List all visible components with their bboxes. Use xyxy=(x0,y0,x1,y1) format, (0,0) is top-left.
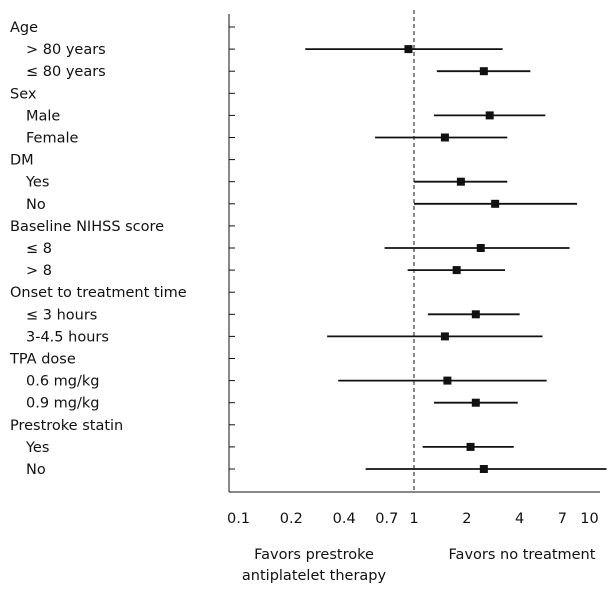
group-label: DM xyxy=(10,153,34,169)
subgroup-label: Yes xyxy=(25,175,49,191)
subgroup-label: No xyxy=(26,197,46,213)
group-label: Age xyxy=(10,20,38,36)
subgroup-label: ≤ 80 years xyxy=(26,64,106,80)
point-estimate xyxy=(456,177,465,186)
x-tick-label: 0.1 xyxy=(227,511,250,527)
subgroup-label: Female xyxy=(26,131,79,147)
point-estimate xyxy=(471,310,480,319)
x-tick-label: 4 xyxy=(515,511,524,527)
point-estimate xyxy=(491,199,500,208)
left-direction-note: Favors prestroke xyxy=(254,547,374,563)
point-estimate xyxy=(485,111,494,120)
x-tick-label: 7 xyxy=(558,511,567,527)
subgroup-label: No xyxy=(26,462,46,478)
x-tick-label: 1 xyxy=(409,511,418,527)
point-estimate xyxy=(440,133,449,142)
x-tick-label: 0.4 xyxy=(333,511,356,527)
point-estimate xyxy=(443,376,452,385)
x-tick-label: 2 xyxy=(462,511,471,527)
row-labels: Age > 80 years ≤ 80 years Sex Male Female DM Ye… xyxy=(9,20,187,478)
subgroup-label: 0.6 mg/kg xyxy=(26,374,99,390)
direction-notes: Favors prestroke antiplatelet therapy Favo… xyxy=(242,547,596,584)
point-estimate xyxy=(404,45,413,54)
x-tick-label: 0.7 xyxy=(375,511,398,527)
group-label: Baseline NIHSS score xyxy=(10,219,164,235)
subgroup-label: Yes xyxy=(25,440,49,456)
subgroup-label: 3-4.5 hours xyxy=(26,329,109,345)
group-label: Onset to treatment time xyxy=(10,285,187,301)
estimates xyxy=(305,45,607,473)
point-estimate xyxy=(471,398,480,407)
subgroup-label: ≤ 8 xyxy=(26,241,52,257)
point-estimate xyxy=(479,67,488,76)
point-estimate xyxy=(466,442,475,451)
subgroup-label: ≤ 3 hours xyxy=(26,307,97,323)
x-tick-label: 0.2 xyxy=(280,511,303,527)
subgroup-label: > 80 years xyxy=(26,42,106,58)
point-estimate xyxy=(479,465,488,473)
right-direction-note: Favors no treatment xyxy=(449,547,596,563)
point-estimate xyxy=(440,332,449,341)
x-axis-tick-labels: 0.1 0.2 0.4 0.7 1 2 4 7 10 xyxy=(227,511,599,527)
subgroup-label: > 8 xyxy=(26,263,52,279)
group-label: Sex xyxy=(10,86,37,102)
point-estimate xyxy=(452,266,461,275)
x-tick-label: 10 xyxy=(580,511,598,527)
subgroup-label: Male xyxy=(26,108,60,124)
group-label: Prestroke statin xyxy=(10,418,123,434)
left-direction-note: antiplatelet therapy xyxy=(242,568,387,584)
subgroup-label: 0.9 mg/kg xyxy=(26,396,99,412)
group-label: TPA dose xyxy=(9,352,76,368)
point-estimate xyxy=(476,244,485,252)
y-axis-ticks xyxy=(229,26,235,493)
